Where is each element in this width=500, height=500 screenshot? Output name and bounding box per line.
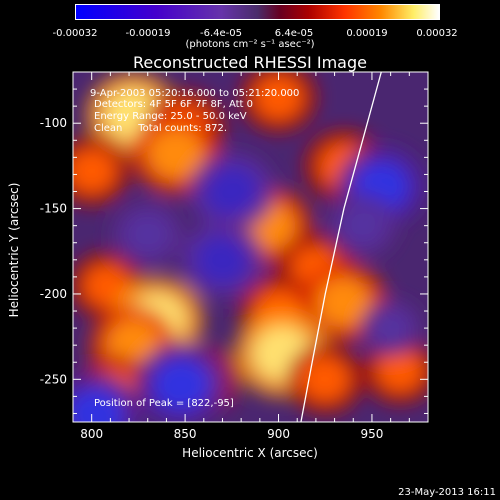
chart-title: Reconstructed RHESSI Image [133, 53, 367, 72]
x-tick-label: 950 [360, 427, 383, 441]
colorbar-tick: -0.00032 [52, 28, 98, 39]
heatmap-blob [371, 310, 411, 347]
annotation-time-range: 9-Apr-2003 05:20:16.000 to 05:21:20.000 [90, 88, 300, 99]
heatmap-blob [73, 387, 124, 422]
colorbar-tick: 6.4e-05 [274, 28, 314, 39]
heatmap-blob [376, 349, 424, 393]
x-tick-label: 850 [174, 427, 197, 441]
y-tick-label: -100 [40, 116, 67, 130]
heatmap-blob [341, 206, 385, 246]
footer-date: 23-May-2013 16:11 [398, 487, 496, 498]
heatmap-blob [254, 75, 303, 120]
heatmap-blob [300, 357, 350, 402]
heatmap-blob [83, 264, 130, 307]
annotation-method: Clean Total counts: 872. [94, 123, 228, 134]
solar-limb-line [300, 72, 382, 422]
colorbar-tick: 0.00019 [346, 28, 388, 39]
colorbar-unit-label: (photons cm⁻² s⁻¹ asec⁻²) [185, 39, 315, 50]
x-tick-label: 800 [80, 427, 103, 441]
heatmap-blob [125, 213, 171, 255]
heatmap-blob [316, 277, 372, 328]
colorbar-tick: -6.4e-05 [200, 28, 242, 39]
x-axis-label: Heliocentric X (arcsec) [182, 446, 318, 460]
colorbar [75, 4, 440, 20]
annotation-detectors: Detectors: 4F 5F 6F 7F 8F, Att 0 [94, 99, 254, 110]
heatmap-blob [147, 128, 204, 180]
annotation-peak-position: Position of Peak = [822,-95] [94, 398, 234, 409]
y-tick-label: -150 [40, 202, 67, 216]
y-tick-label: -250 [40, 372, 67, 386]
colorbar-tick: -0.00019 [125, 28, 171, 39]
colorbar-gradient [76, 5, 439, 19]
y-tick-label: -200 [40, 287, 67, 301]
y-axis-label: Heliocentric Y (arcsec) [7, 182, 21, 318]
annotation-energy-range: Energy Range: 25.0 - 50.0 keV [94, 111, 247, 122]
heatmap-blob [196, 235, 249, 284]
x-tick-label: 900 [267, 427, 290, 441]
heatmap-blob [204, 166, 259, 217]
heatmap-blob [73, 148, 116, 194]
heatmap-blob [152, 357, 211, 411]
colorbar-tick: 0.00032 [416, 28, 458, 39]
plot-frame [72, 71, 429, 423]
